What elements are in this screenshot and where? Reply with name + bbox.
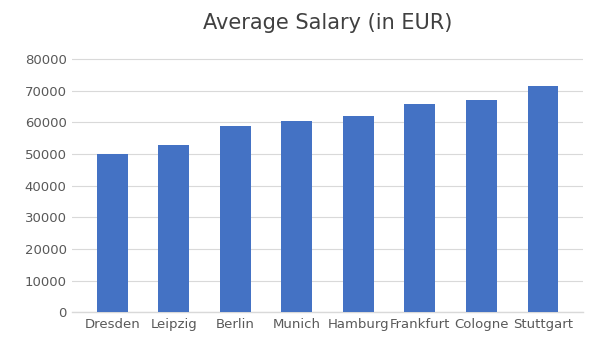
Bar bbox=[281, 121, 312, 312]
Bar bbox=[528, 86, 558, 312]
Bar bbox=[404, 104, 435, 312]
Bar bbox=[158, 145, 189, 312]
Bar bbox=[97, 154, 127, 312]
Bar bbox=[220, 126, 251, 312]
Title: Average Salary (in EUR): Average Salary (in EUR) bbox=[203, 13, 452, 33]
Bar bbox=[466, 100, 497, 312]
Bar bbox=[343, 116, 374, 312]
